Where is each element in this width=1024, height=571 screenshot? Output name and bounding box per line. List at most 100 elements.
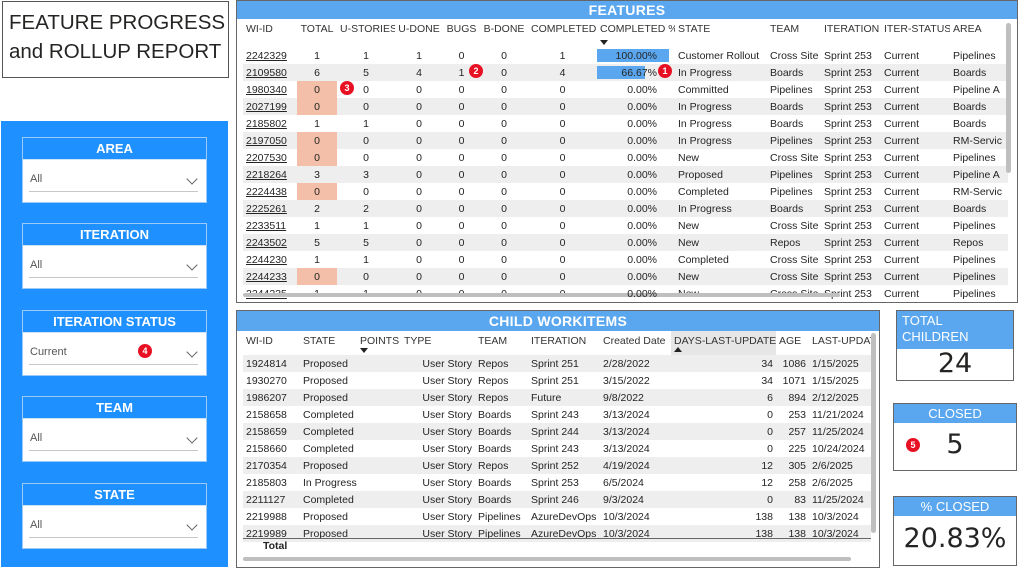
- table-cell: 0: [501, 117, 507, 130]
- child-horizontal-scrollbar[interactable]: [243, 557, 851, 561]
- table-row[interactable]: 2027199 0 0 0 0 0 0 0.00% In Progress Boards Sprin…: [243, 98, 1008, 115]
- child-col-header[interactable]: TEAM: [478, 335, 508, 347]
- table-cell: Boards: [767, 200, 821, 217]
- features-col-header[interactable]: U-DONE: [398, 23, 440, 35]
- table-cell: 305: [776, 457, 809, 474]
- table-row[interactable]: 2243502 5 5 0 0 0 0 0.00% New Repos Sprint 253 Curr…: [243, 234, 1008, 251]
- features-col-header[interactable]: ITERATION: [824, 23, 880, 35]
- table-cell: 0: [337, 132, 395, 149]
- sort-descending-icon: [600, 40, 608, 45]
- table-row[interactable]: 2242329 1 1 1 0 0 1 100.00% Customer Rollout Cros…: [243, 47, 1008, 64]
- table-row[interactable]: 2207530 0 0 0 0 0 0 0.00% New Cross Site Sprint 25…: [243, 149, 1008, 166]
- callout-badge-2: 2: [469, 64, 483, 78]
- feature-id-link[interactable]: 2225261: [243, 200, 297, 217]
- area-dropdown[interactable]: All: [29, 166, 198, 192]
- features-col-header[interactable]: ITER-STATUS: [884, 23, 950, 35]
- table-row[interactable]: 2158659 Completed User Story Boards Sprint 2…: [243, 423, 871, 440]
- table-cell: 0: [480, 132, 528, 149]
- feature-id-link[interactable]: 2242329: [246, 49, 287, 62]
- child-col-header[interactable]: LAST-UPDATE: [812, 335, 871, 347]
- table-row[interactable]: 2197050 0 0 0 0 0 0 0.00% In Progress Pipelines Sp…: [243, 132, 1008, 149]
- iteration-status-dropdown[interactable]: Current: [29, 339, 198, 365]
- table-row[interactable]: 2224438 0 0 0 0 0 0 0.00% Completed Pipelines Spri…: [243, 183, 1008, 200]
- table-cell: Repos: [475, 389, 528, 406]
- features-col-header[interactable]: AREA: [953, 23, 982, 35]
- feature-id-link[interactable]: 2109580: [243, 64, 297, 81]
- table-cell: 4: [528, 64, 597, 81]
- features-col-header[interactable]: COMPLETED: [531, 23, 597, 35]
- table-cell: 0: [363, 151, 369, 164]
- features-col-header[interactable]: WI-ID: [246, 23, 273, 35]
- state-dropdown[interactable]: All: [29, 512, 198, 538]
- features-col-header[interactable]: STATE: [678, 23, 711, 35]
- child-col-header[interactable]: DAYS-LAST-UPDATE: [671, 331, 776, 355]
- table-row[interactable]: 2109580 6 5 4 1 0 4 66.67% In Progress Boards Spri…: [243, 64, 1008, 81]
- table-row[interactable]: 2225261 2 2 0 0 0 0 0.00% In Progress Boards Sprin…: [243, 200, 1008, 217]
- closed-value: 5: [946, 429, 964, 460]
- child-col-header[interactable]: ITERATION: [531, 335, 587, 347]
- features-vertical-scrollbar[interactable]: [1006, 23, 1011, 173]
- table-cell: Current: [881, 200, 950, 217]
- feature-id-link[interactable]: 2233511: [246, 219, 287, 232]
- child-col-header[interactable]: Created Date: [603, 335, 666, 347]
- feature-id-link[interactable]: 2207530: [246, 151, 287, 164]
- features-col-header[interactable]: BUGS: [446, 23, 477, 35]
- table-cell: 2158660: [246, 442, 287, 455]
- child-col-header[interactable]: POINTS: [357, 331, 401, 355]
- table-cell: 0: [416, 83, 422, 96]
- table-row[interactable]: 2185803 In Progress User Story Boards Sprint…: [243, 474, 871, 491]
- table-row[interactable]: 2219989 Proposed User Story Pipelines AzureD…: [243, 525, 871, 542]
- callout-badge-5: 5: [906, 438, 920, 452]
- feature-id-link[interactable]: 2027199: [243, 98, 297, 115]
- table-cell: 894: [776, 389, 809, 406]
- table-row[interactable]: 2185802 1 1 0 0 0 0 0.00% In Progress Boards Sprin…: [243, 115, 1008, 132]
- table-cell: Proposed: [303, 374, 348, 387]
- table-cell: 34: [671, 355, 776, 372]
- table-row[interactable]: 1930270 Proposed User Story Repos Sprint 251…: [243, 372, 871, 389]
- table-cell: 2/12/2025: [809, 389, 871, 406]
- table-row[interactable]: 2158658 Completed User Story Boards Sprint 2…: [243, 406, 871, 423]
- iteration-slicer-header: ITERATION: [23, 224, 206, 246]
- table-row[interactable]: 2158660 Completed User Story Boards Sprint 2…: [243, 440, 871, 457]
- features-col-header[interactable]: TEAM: [770, 23, 800, 35]
- table-row[interactable]: 1924814 Proposed User Story Repos Sprint 251…: [243, 355, 871, 372]
- features-col-header[interactable]: B-DONE: [483, 23, 525, 35]
- table-cell: [357, 508, 401, 525]
- table-row[interactable]: 2218264 3 3 0 0 0 0 0.00% Proposed Pipelines Sprin…: [243, 166, 1008, 183]
- team-dropdown[interactable]: All: [29, 425, 198, 451]
- table-cell: Boards: [770, 117, 804, 130]
- table-row[interactable]: 2244230 1 1 0 0 0 0 0.00% Completed Cross Site Spr…: [243, 251, 1008, 268]
- feature-id-link[interactable]: 2244230: [246, 253, 287, 266]
- feature-id-link[interactable]: 1980340: [246, 83, 287, 96]
- feature-id-link[interactable]: 2185802: [246, 117, 287, 130]
- table-row[interactable]: 2211127 Completed User Story Boards Sprint 2…: [243, 491, 871, 508]
- child-vertical-scrollbar[interactable]: [871, 333, 876, 533]
- table-row[interactable]: 2233511 1 1 0 0 0 0 0.00% New Cross Site Sprint 25…: [243, 217, 1008, 234]
- table-row[interactable]: 2244233 0 0 0 0 0 0 0.00% New Cross Site Sprint 25…: [243, 268, 1008, 285]
- feature-id-link[interactable]: 2244233: [243, 268, 297, 285]
- iteration-dropdown[interactable]: All: [29, 252, 198, 278]
- features-horizontal-scrollbar[interactable]: [243, 293, 840, 297]
- table-cell: Boards: [767, 64, 821, 81]
- table-cell: Current: [881, 64, 950, 81]
- features-col-header[interactable]: COMPLETED %: [597, 19, 675, 47]
- feature-id-link[interactable]: 2243502: [243, 234, 297, 251]
- child-col-header[interactable]: WI-ID: [246, 335, 273, 347]
- table-row[interactable]: 2170354 Proposed User Story Repos Sprint 252…: [243, 457, 871, 474]
- feature-id-link[interactable]: 2197050: [243, 132, 297, 149]
- features-col-header[interactable]: U-STORIES: [340, 23, 395, 35]
- child-col-header[interactable]: AGE: [779, 335, 802, 347]
- child-col-header[interactable]: STATE: [303, 335, 336, 347]
- feature-id-link[interactable]: 2224438: [246, 185, 287, 198]
- table-cell: AzureDevOps: [531, 510, 597, 523]
- pct-closed-card: % CLOSED 20.83%: [893, 496, 1017, 566]
- features-col-header[interactable]: TOTAL: [300, 23, 334, 35]
- table-cell: [357, 423, 401, 440]
- table-row[interactable]: 1980340 0 0 0 0 0 0 0.00% Committed Pipelines Spri…: [243, 81, 1008, 98]
- table-row[interactable]: 1986207 Proposed User Story Repos Future 9/8/…: [243, 389, 871, 406]
- table-cell: Sprint 253: [824, 219, 872, 232]
- table-cell: Pipelines: [953, 253, 996, 266]
- table-row[interactable]: 2219988 Proposed User Story Pipelines AzureD…: [243, 508, 871, 525]
- child-col-header[interactable]: TYPE: [404, 335, 432, 347]
- feature-id-link[interactable]: 2218264: [243, 166, 297, 183]
